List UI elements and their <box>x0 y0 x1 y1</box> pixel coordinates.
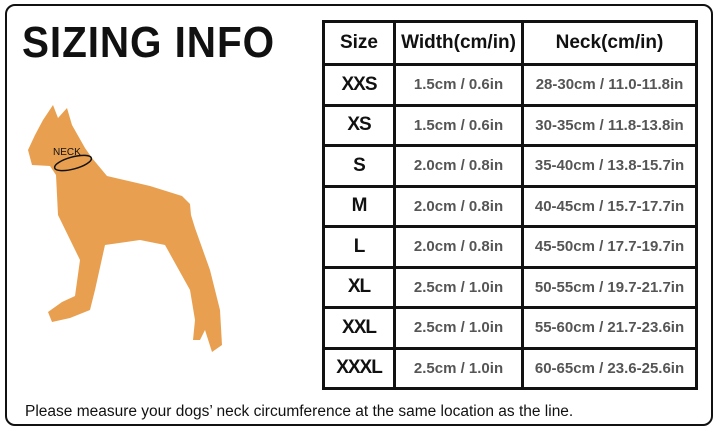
table-row: L 2.0cm / 0.8in 45-50cm / 17.7-19.7in <box>322 225 698 269</box>
neck-cell: 60-65cm / 23.6-25.6in <box>521 346 698 390</box>
header-neck: Neck(cm/in) <box>521 20 698 66</box>
outer-frame <box>5 4 713 426</box>
table-row: XXL 2.5cm / 1.0in 55-60cm / 21.7-23.6in <box>322 306 698 350</box>
neck-cell: 40-45cm / 15.7-17.7in <box>521 184 698 228</box>
neck-cell: 35-40cm / 13.8-15.7in <box>521 144 698 188</box>
footer-note: Please measure your dogs’ neck circumfer… <box>25 403 574 420</box>
size-cell: S <box>322 144 396 188</box>
page-title: SIZING INFO <box>22 18 275 67</box>
table-row: XS 1.5cm / 0.6in 30-35cm / 11.8-13.8in <box>322 103 698 147</box>
width-cell: 1.5cm / 0.6in <box>393 103 524 147</box>
neck-cell: 30-35cm / 11.8-13.8in <box>521 103 698 147</box>
size-cell: L <box>322 225 396 269</box>
table-row: S 2.0cm / 0.8in 35-40cm / 13.8-15.7in <box>322 144 698 188</box>
width-cell: 2.5cm / 1.0in <box>393 265 524 309</box>
header-size: Size <box>322 20 396 66</box>
width-cell: 1.5cm / 0.6in <box>393 63 524 107</box>
neck-cell: 55-60cm / 21.7-23.6in <box>521 306 698 350</box>
table-header-row: Size Width(cm/in) Neck(cm/in) <box>322 20 698 66</box>
size-cell: XL <box>322 265 396 309</box>
neck-cell: 28-30cm / 11.0-11.8in <box>521 63 698 107</box>
width-cell: 2.5cm / 1.0in <box>393 346 524 390</box>
width-cell: 2.0cm / 0.8in <box>393 225 524 269</box>
size-cell: M <box>322 184 396 228</box>
size-cell: XXS <box>322 63 396 107</box>
size-cell: XXL <box>322 306 396 350</box>
dog-silhouette <box>28 105 222 352</box>
width-cell: 2.0cm / 0.8in <box>393 144 524 188</box>
header-width: Width(cm/in) <box>393 20 524 66</box>
table-row: M 2.0cm / 0.8in 40-45cm / 15.7-17.7in <box>322 184 698 228</box>
table-row: XXXL 2.5cm / 1.0in 60-65cm / 23.6-25.6in <box>322 346 698 390</box>
neck-line <box>53 154 93 172</box>
width-cell: 2.5cm / 1.0in <box>393 306 524 350</box>
neck-label: NECK <box>53 147 81 158</box>
width-cell: 2.0cm / 0.8in <box>393 184 524 228</box>
neck-cell: 50-55cm / 19.7-21.7in <box>521 265 698 309</box>
size-cell: XXXL <box>322 346 396 390</box>
neck-cell: 45-50cm / 17.7-19.7in <box>521 225 698 269</box>
table-row: XL 2.5cm / 1.0in 50-55cm / 19.7-21.7in <box>322 265 698 309</box>
size-cell: XS <box>322 103 396 147</box>
size-table: Size Width(cm/in) Neck(cm/in) XXS 1.5cm /… <box>322 20 698 390</box>
table-row: XXS 1.5cm / 0.6in 28-30cm / 11.0-11.8in <box>322 63 698 107</box>
